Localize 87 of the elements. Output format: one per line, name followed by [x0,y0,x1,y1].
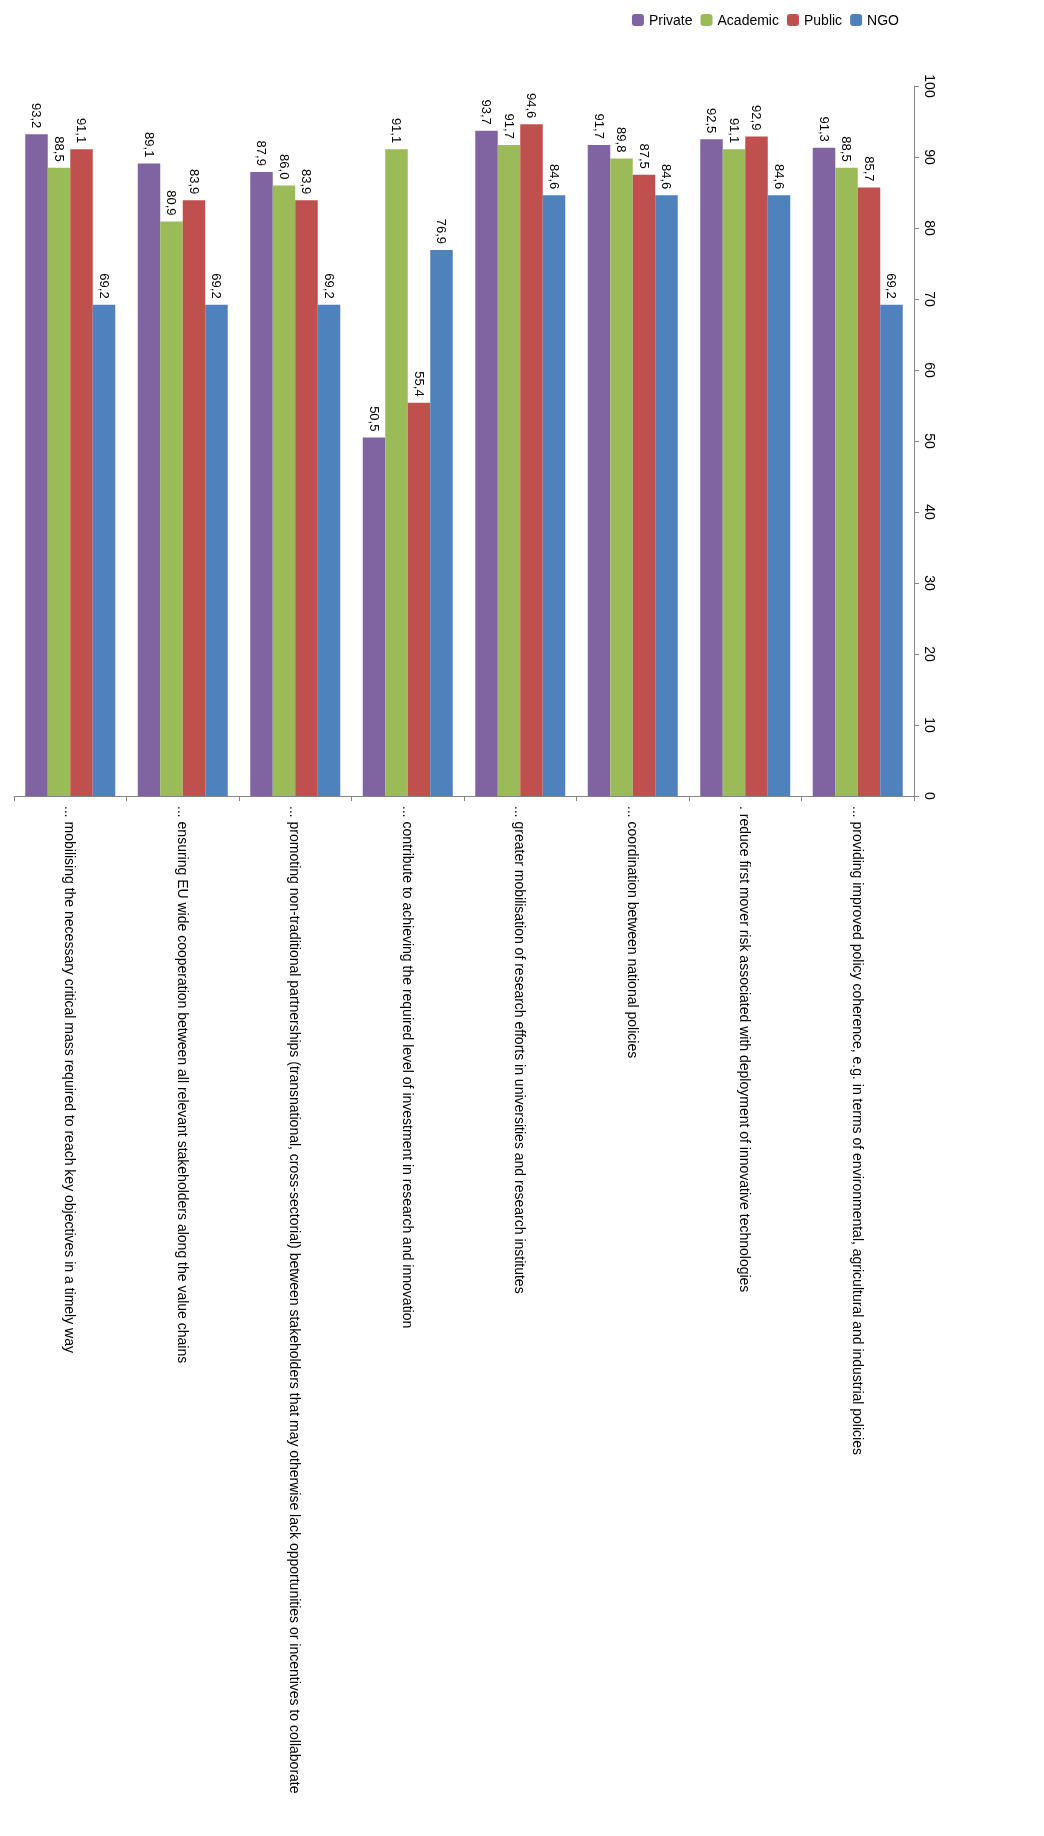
y-tick-label: 30 [922,575,938,591]
x-tick-label: ... promoting non-traditional partnerships (transnational, cross-sectorial) between stakeholders that may otherwise lack opportunities or incentives to collaborate [287,806,304,1794]
data-label: 94,6 [524,93,539,119]
legend-label: Public [803,12,843,28]
y-tick-label: 80 [922,220,938,236]
data-label: 91,7 [591,113,607,139]
data-label: 86,0 [276,154,292,180]
x-tick-label: ... coordination between national policies [624,806,641,1059]
data-label: 69,2 [321,273,337,299]
bar [295,200,318,796]
bar [137,163,161,796]
bar [250,171,273,796]
bar [47,167,71,796]
y-tick-label: 20 [922,646,938,662]
data-label: 69,2 [96,273,112,299]
y-tick-label: 70 [922,291,938,307]
data-label: 80,9 [164,190,179,216]
bar [835,167,858,796]
data-label: 69,2 [209,273,224,299]
bar [812,147,836,796]
data-label: 84,6 [659,164,674,190]
x-tick-label: ... mobilising the necessary critical mass required to reach key objectives in a timely way [62,806,79,1353]
x-tick-label: ... contribute to achieving the required level of investment in research and innovation [399,806,416,1329]
bar [745,136,768,796]
legend-label: Academic [717,12,779,28]
data-label: 84,6 [771,164,787,190]
bar [610,158,633,796]
bar [25,134,48,796]
bar [362,437,386,796]
data-label: 89,1 [141,132,157,158]
y-tick-label: 10 [922,717,938,733]
data-label: 88,5 [839,136,854,162]
data-label: 93,2 [29,102,44,129]
data-label: 76,9 [434,218,449,245]
bar [497,144,521,796]
bar [430,250,453,796]
data-label: 93,7 [479,99,494,125]
bar [272,185,296,796]
bar [700,139,723,796]
x-tick-label: . reduce first mover risk associated with deployment of innovative technologies [737,806,754,1293]
data-label: 50,5 [366,406,382,432]
data-label: 83,9 [186,169,202,195]
bar [857,187,881,796]
data-label: 84,6 [546,164,562,190]
x-tick-label: ... providing improved policy coherence, e.g. in terms of environmental, agricultural and industrial policies [849,806,866,1455]
data-label: 91,3 [816,116,832,142]
data-label: 89,8 [614,127,629,153]
data-label: 87,5 [636,143,652,169]
bar [722,149,746,796]
y-tick-label: 90 [922,149,938,165]
y-tick-label: 40 [922,504,938,520]
y-tick-label: 50 [922,433,938,449]
x-tick-label: ... greater mobilisation of research efforts in universities and research institutes [512,806,529,1294]
bar [182,200,206,796]
y-tick-label: 0 [922,792,938,801]
bar [632,174,656,796]
data-label: 92,9 [749,105,764,131]
data-label: 91,1 [74,117,89,144]
data-label: 91,7 [501,113,517,139]
legend-label: Private [648,12,693,28]
data-label: 85,7 [861,156,877,182]
data-label: 91,1 [389,117,404,144]
bar [385,149,408,796]
data-label: 88,5 [51,136,67,162]
bar [160,221,183,796]
bar [70,149,93,796]
bar [587,144,611,796]
bar [475,130,498,796]
data-label: 91,1 [726,117,742,144]
y-tick-label: 100 [922,74,938,98]
bar [205,304,228,796]
bar [317,304,341,796]
data-label: 83,9 [299,169,314,195]
data-label: 92,5 [704,107,719,134]
y-tick-label: 60 [922,362,938,378]
bar [520,124,543,796]
legend-label: NGO [867,12,900,28]
bar [542,195,566,796]
bar [407,402,431,796]
bar [880,304,903,796]
data-label: 55,4 [411,371,427,397]
data-label: 69,2 [884,273,899,299]
x-tick-label: ... ensuring EU wide cooperation between all relevant stakeholders along the value chains [174,806,191,1364]
bar [92,304,116,796]
bar [655,195,678,796]
data-label: 87,9 [254,140,269,166]
bar [767,195,791,796]
